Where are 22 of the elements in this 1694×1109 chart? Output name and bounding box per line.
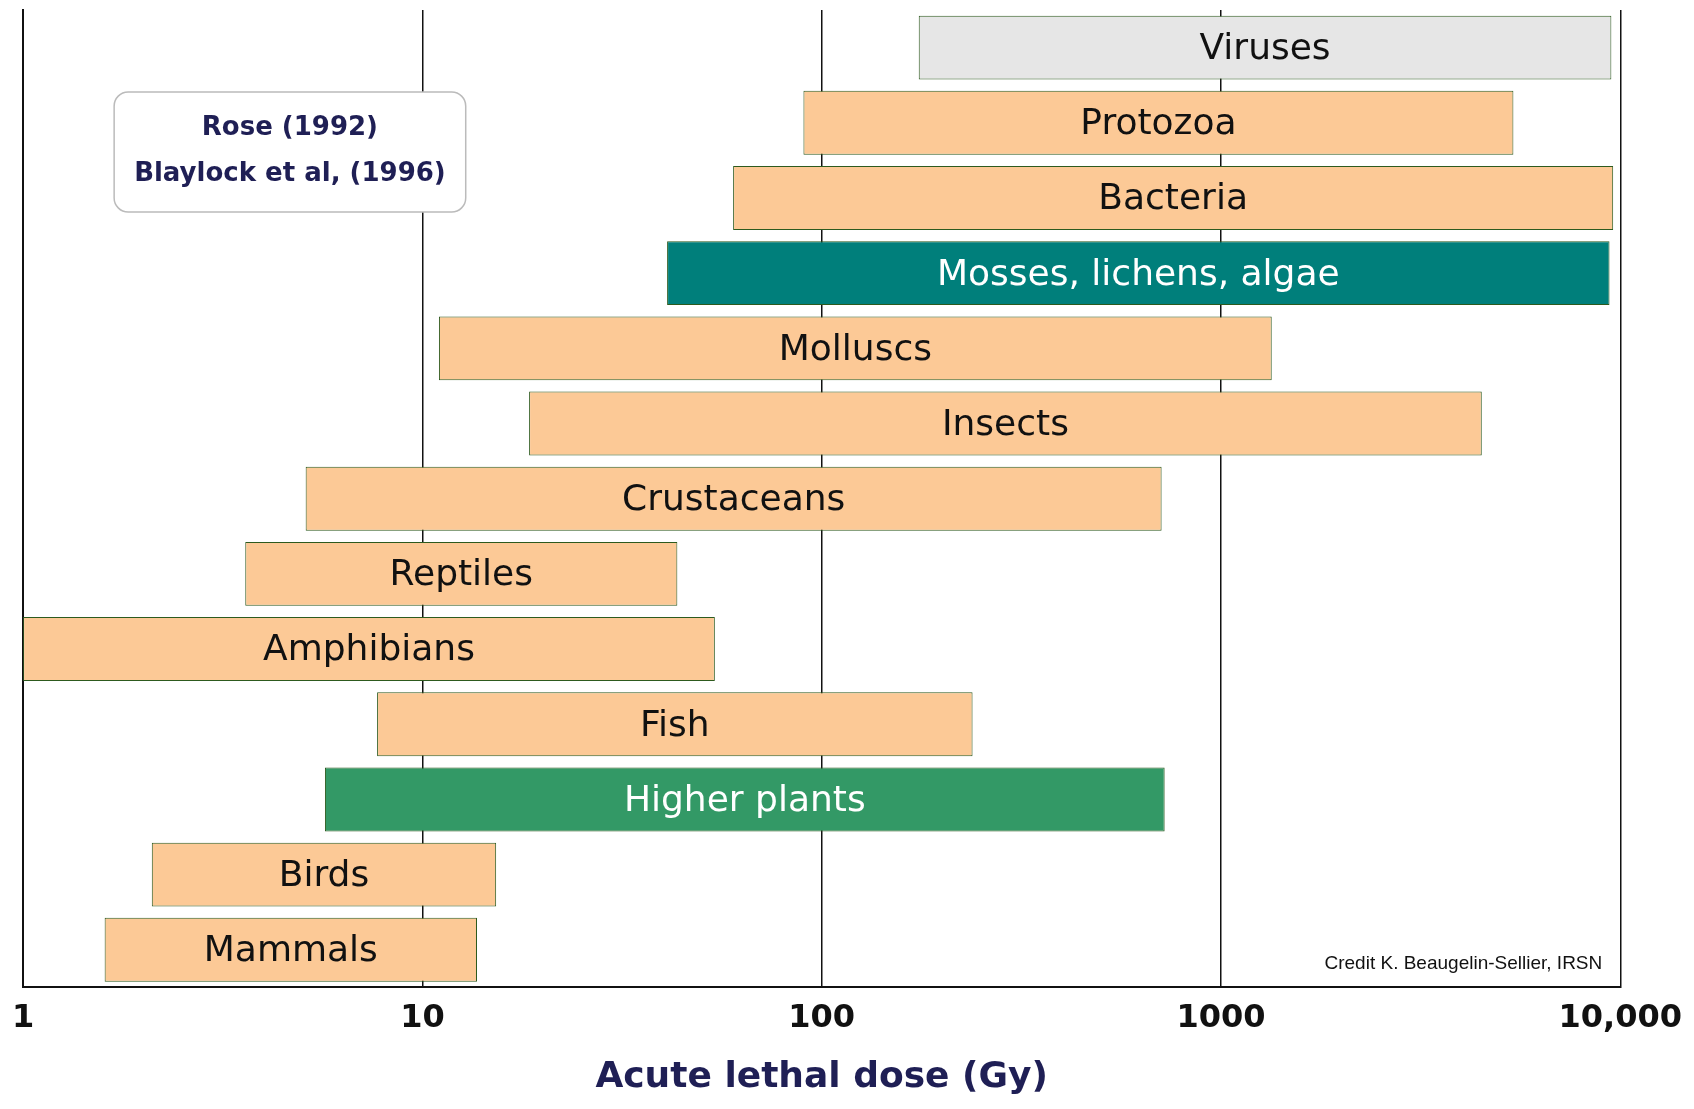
y-tick-label: Molluscs (778, 326, 932, 368)
x-tick-label: 10,000 (1558, 996, 1682, 1035)
x-tick-label: 100 (788, 996, 856, 1035)
y-tick-label: Insects (941, 401, 1069, 443)
x-axis-title: Acute lethal dose (Gy) (595, 1053, 1048, 1095)
y-tick-label: Viruses (1199, 25, 1331, 67)
annotation: Credit K. Beaugelin-Sellier, IRSN (1324, 952, 1603, 974)
y-tick-label: Reptiles (389, 552, 534, 594)
y-tick-label: Protozoa (1080, 101, 1237, 143)
x-tick-label: 1 (12, 996, 35, 1035)
y-tick-label: Mosses, lichens, algae (936, 251, 1340, 293)
y-tick-label: Amphibians (263, 627, 475, 669)
y-tick-label: Higher plants (623, 777, 866, 819)
y-tick-label: Bacteria (1098, 176, 1248, 218)
y-tick-label: Fish (639, 702, 710, 744)
x-tick-label: 10 (400, 996, 445, 1035)
annotation: Blaylock et al, (1996) (134, 156, 446, 187)
y-tick-label: Birds (278, 852, 370, 894)
y-tick-label: Crustaceans (622, 477, 846, 519)
y-tick-label: Mammals (203, 928, 378, 970)
x-tick-label: 1000 (1176, 996, 1266, 1035)
annotation: Rose (1992) (201, 110, 379, 141)
